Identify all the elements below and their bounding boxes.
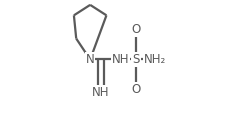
Text: NH: NH bbox=[91, 86, 109, 99]
Text: S: S bbox=[132, 53, 139, 66]
Text: NH: NH bbox=[111, 53, 128, 66]
Text: O: O bbox=[131, 23, 140, 36]
Text: NH₂: NH₂ bbox=[143, 53, 165, 66]
Text: O: O bbox=[131, 83, 140, 96]
Text: N: N bbox=[85, 53, 94, 66]
